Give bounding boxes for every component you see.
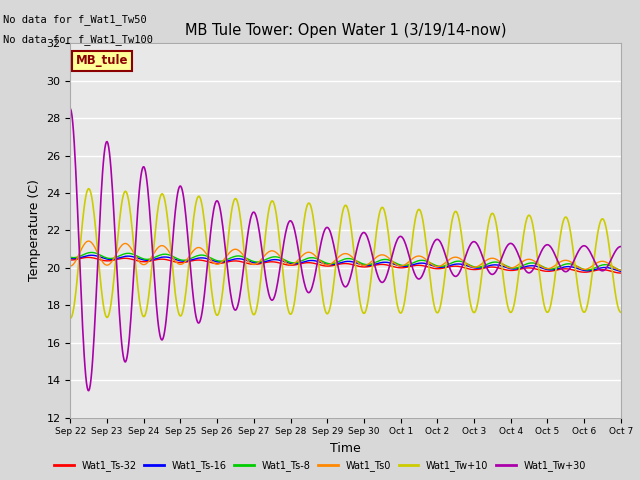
- Wat1_Ts0: [67, 263, 74, 269]
- Wat1_Ts0: [413, 253, 421, 259]
- Wat1_Ts-32: [413, 263, 421, 268]
- Wat1_Tw+10: [134, 284, 141, 289]
- Wat1_Ts-8: [413, 258, 421, 264]
- Wat1_Tw+30: [219, 223, 227, 229]
- Wat1_Ts-8: [429, 262, 437, 267]
- Wat1_Tw+30: [85, 388, 93, 394]
- Wat1_Ts-16: [429, 263, 437, 269]
- Wat1_Tw+30: [67, 106, 74, 112]
- Text: MB_tule: MB_tule: [76, 54, 129, 67]
- Wat1_Ts-32: [617, 270, 625, 276]
- Wat1_Ts-32: [84, 254, 92, 260]
- Wat1_Ts-8: [219, 258, 227, 264]
- Wat1_Ts-16: [190, 256, 198, 262]
- Wat1_Ts0: [219, 258, 227, 264]
- Wat1_Ts-8: [617, 267, 625, 273]
- X-axis label: Time: Time: [330, 442, 361, 455]
- Wat1_Ts-16: [67, 255, 74, 261]
- Line: Wat1_Tw+10: Wat1_Tw+10: [70, 189, 621, 318]
- Wat1_Tw+10: [429, 298, 437, 304]
- Line: Wat1_Ts-8: Wat1_Ts-8: [70, 252, 621, 270]
- Wat1_Ts-32: [67, 257, 74, 263]
- Wat1_Ts0: [429, 263, 437, 268]
- Wat1_Tw+30: [429, 241, 437, 247]
- Wat1_Ts0: [134, 257, 141, 263]
- Wat1_Ts-16: [413, 261, 421, 266]
- Text: No data for f_Wat1_Tw50: No data for f_Wat1_Tw50: [3, 14, 147, 25]
- Wat1_Tw+30: [134, 206, 141, 212]
- Line: Wat1_Ts-16: Wat1_Ts-16: [70, 255, 621, 271]
- Legend: Wat1_Ts-32, Wat1_Ts-16, Wat1_Ts-8, Wat1_Ts0, Wat1_Tw+10, Wat1_Tw+30: Wat1_Ts-32, Wat1_Ts-16, Wat1_Ts-8, Wat1_…: [51, 456, 589, 475]
- Wat1_Tw+10: [85, 186, 93, 192]
- Wat1_Ts0: [617, 267, 625, 273]
- Wat1_Ts-8: [190, 254, 198, 260]
- Wat1_Ts-16: [77, 255, 84, 261]
- Wat1_Ts0: [77, 249, 84, 254]
- Y-axis label: Temperature (C): Temperature (C): [28, 180, 41, 281]
- Wat1_Tw+10: [190, 215, 198, 221]
- Wat1_Tw+30: [617, 244, 625, 250]
- Line: Wat1_Ts-32: Wat1_Ts-32: [70, 257, 621, 273]
- Wat1_Ts-32: [429, 265, 437, 271]
- Wat1_Ts-16: [87, 252, 95, 258]
- Wat1_Tw+10: [413, 209, 421, 215]
- Wat1_Ts-32: [134, 258, 141, 264]
- Wat1_Ts-8: [77, 253, 84, 259]
- Wat1_Ts-8: [88, 250, 95, 255]
- Wat1_Ts-8: [67, 254, 74, 260]
- Wat1_Ts-8: [134, 253, 141, 259]
- Line: Wat1_Tw+30: Wat1_Tw+30: [70, 109, 621, 391]
- Text: No data for f_Wat1_Tw100: No data for f_Wat1_Tw100: [3, 34, 153, 45]
- Line: Wat1_Ts0: Wat1_Ts0: [70, 241, 621, 270]
- Wat1_Tw+10: [219, 288, 227, 293]
- Wat1_Tw+30: [77, 274, 84, 280]
- Wat1_Tw+10: [617, 310, 625, 315]
- Wat1_Tw+30: [413, 275, 421, 281]
- Wat1_Tw+30: [190, 298, 198, 303]
- Wat1_Tw+10: [77, 241, 84, 247]
- Wat1_Ts-32: [190, 258, 198, 264]
- Wat1_Ts0: [85, 238, 93, 244]
- Wat1_Ts-16: [134, 255, 141, 261]
- Wat1_Tw+10: [67, 315, 74, 321]
- Wat1_Ts-16: [219, 259, 227, 265]
- Wat1_Ts-32: [77, 256, 84, 262]
- Title: MB Tule Tower: Open Water 1 (3/19/14-now): MB Tule Tower: Open Water 1 (3/19/14-now…: [185, 23, 506, 38]
- Wat1_Ts-32: [219, 260, 227, 266]
- Wat1_Ts-16: [617, 268, 625, 274]
- Wat1_Ts0: [190, 248, 198, 253]
